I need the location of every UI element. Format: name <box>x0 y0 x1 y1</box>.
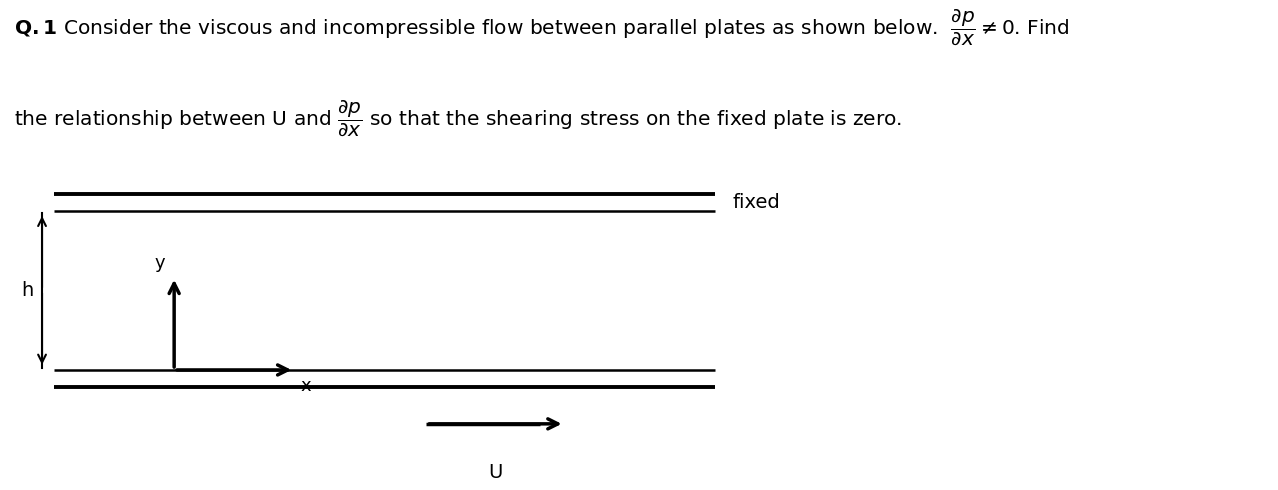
Text: $\mathbf{Q.1}$ Consider the viscous and incompressible flow between parallel pla: $\mathbf{Q.1}$ Consider the viscous and … <box>14 7 1070 47</box>
Text: fixed: fixed <box>732 193 781 212</box>
Text: y: y <box>155 254 165 272</box>
Text: the relationship between U and $\dfrac{\partial p}{\partial x}$ so that the shea: the relationship between U and $\dfrac{\… <box>14 98 902 138</box>
Text: U: U <box>488 463 502 482</box>
Text: x: x <box>300 377 312 395</box>
Text: h: h <box>22 281 35 300</box>
